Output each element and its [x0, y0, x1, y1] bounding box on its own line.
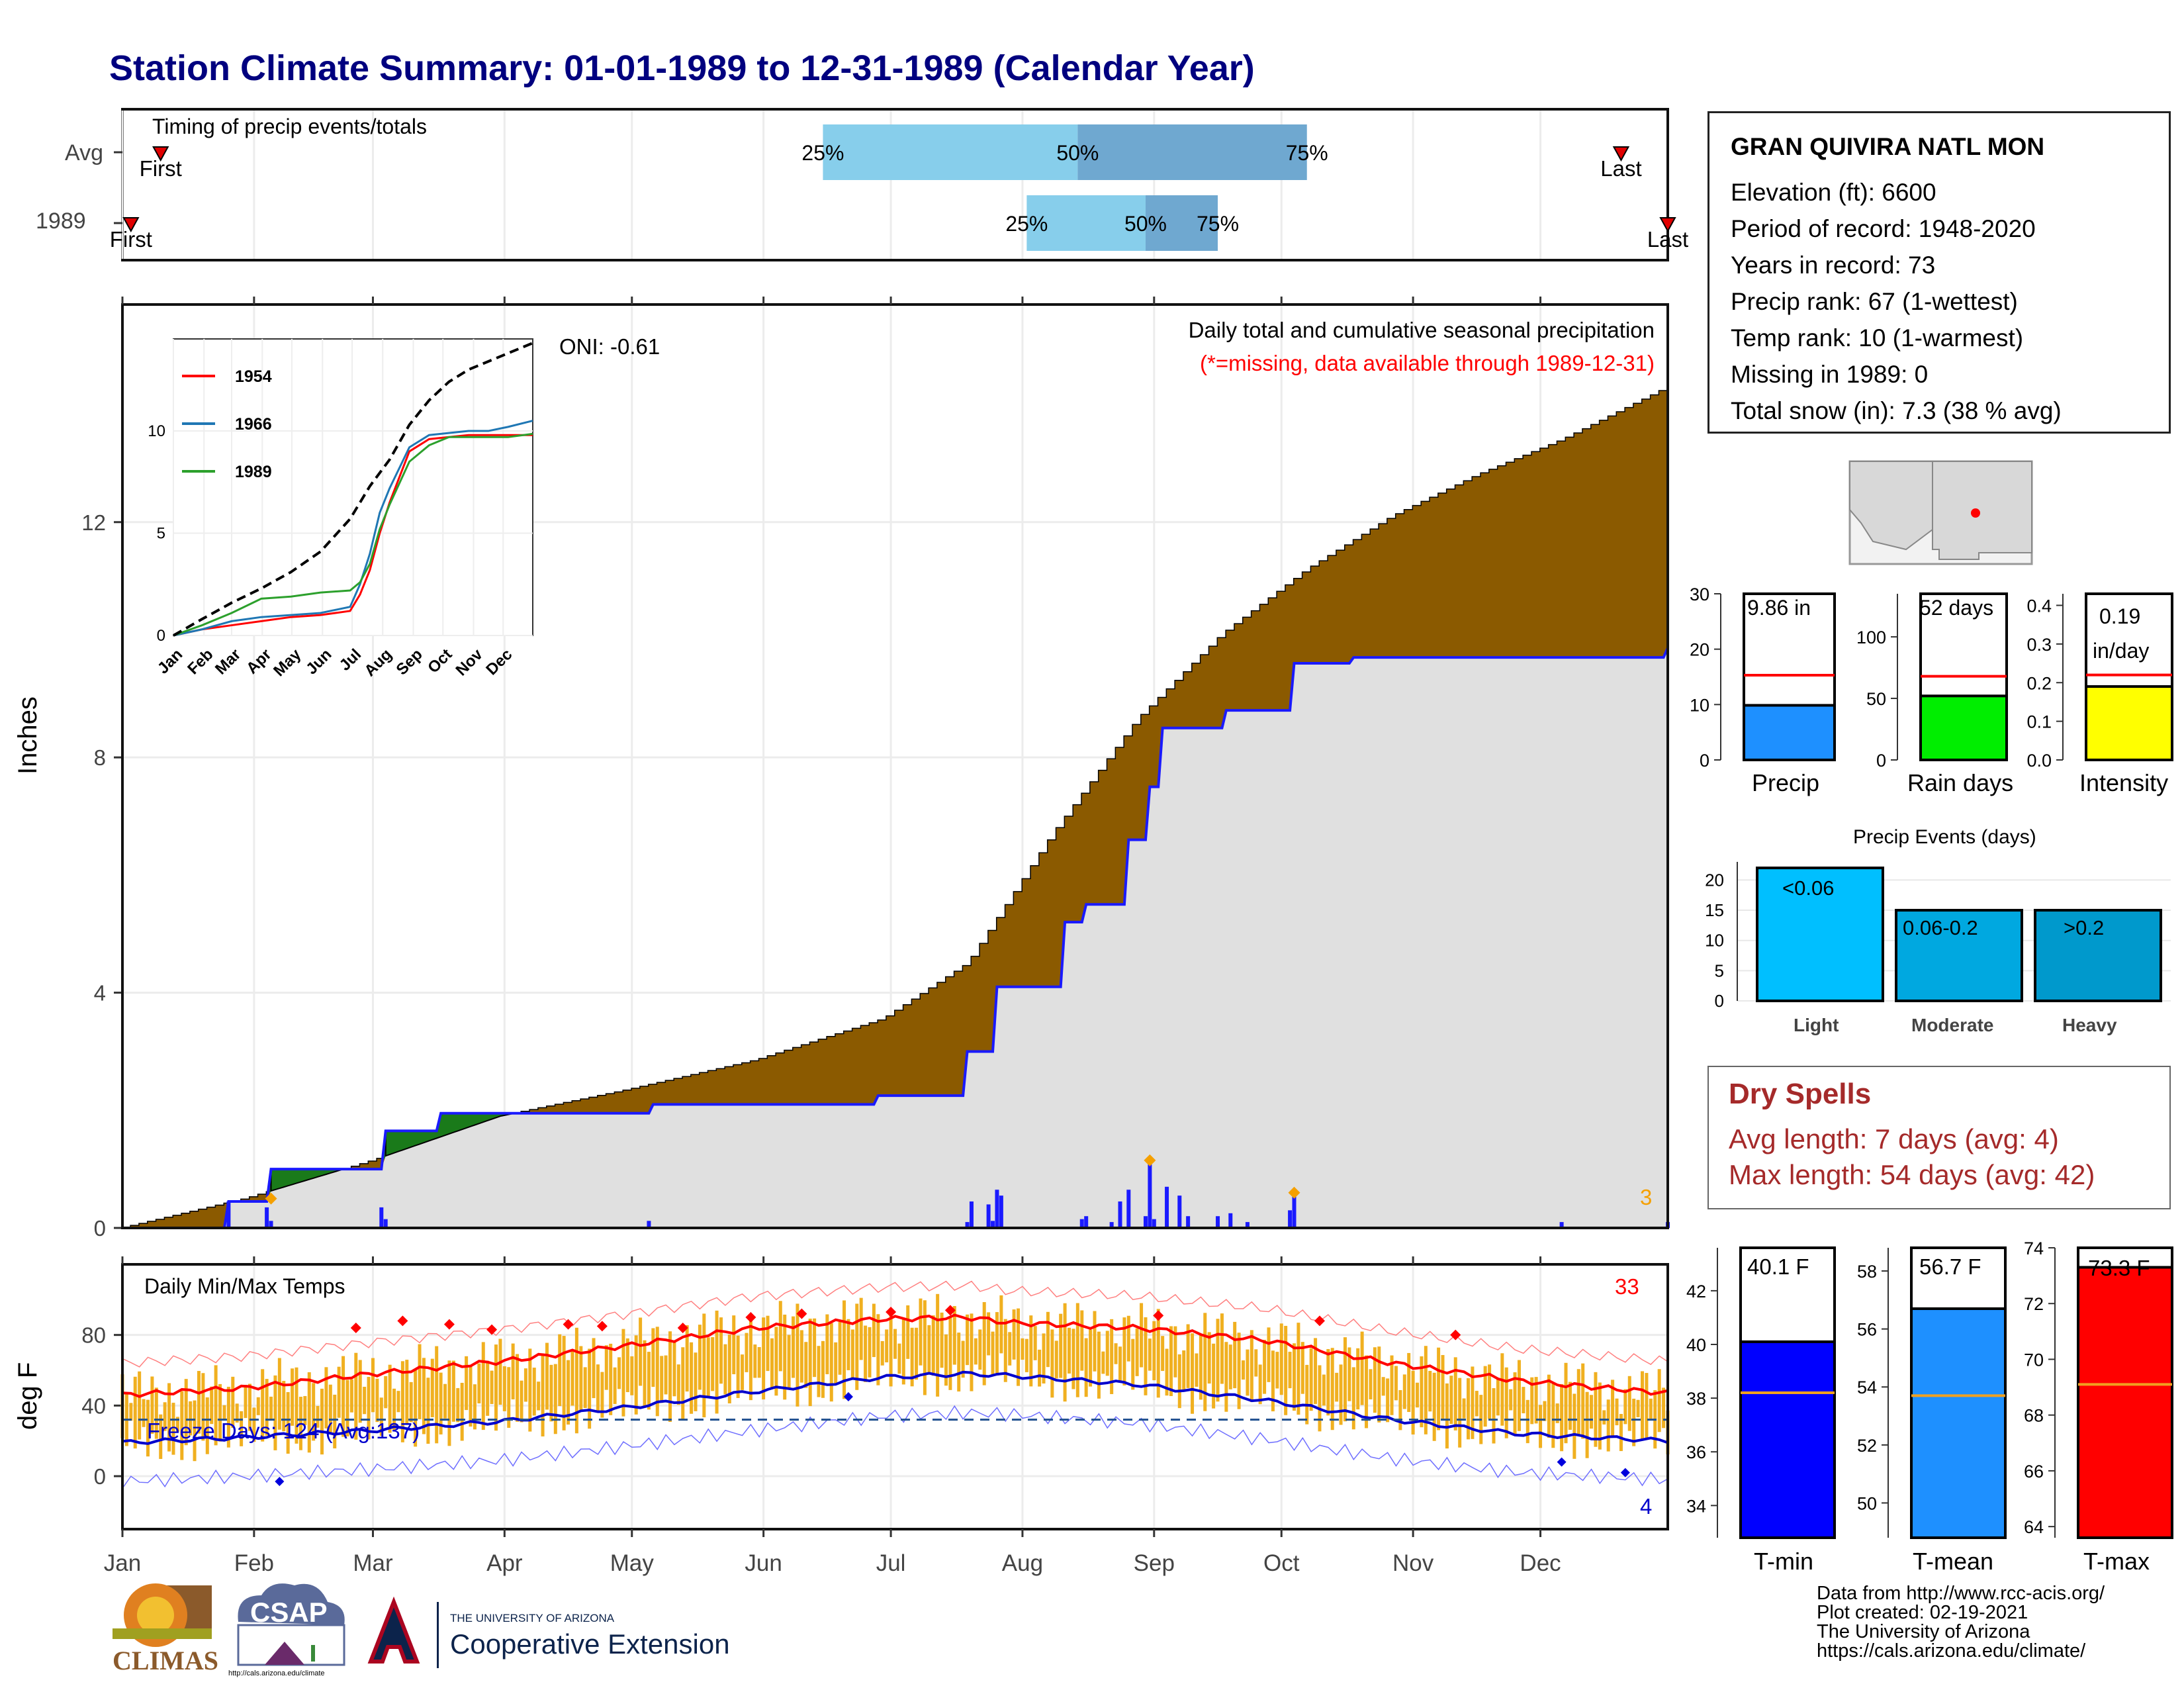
csap-url: http://cals.arizona.edu/climate	[228, 1669, 325, 1677]
page-title: Station Climate Summary: 01-01-1989 to 1…	[109, 48, 1255, 88]
dry-spells-max: Max length: 54 days (avg: 42)	[1729, 1159, 2095, 1190]
timing-row-avg-label: Avg	[65, 140, 103, 165]
timing-label: Timing of precip events/totals	[152, 115, 427, 138]
dry-spells-avg: Avg length: 7 days (avg: 4)	[1729, 1123, 2059, 1154]
tmean-label: T-mean	[1913, 1548, 1994, 1575]
dry-spells-title: Dry Spells	[1729, 1078, 1872, 1110]
station-line: Precip rank: 67 (1-wettest)	[1731, 288, 2018, 315]
month-label: Sep	[1133, 1550, 1175, 1576]
station-name: GRAN QUIVIRA NATL MON	[1731, 133, 2045, 160]
month-label: Mar	[353, 1550, 393, 1576]
raindays-bar-value: 52 days	[1919, 596, 1994, 620]
ua-logo	[361, 1596, 439, 1668]
month-label: Dec	[1520, 1550, 1561, 1576]
precip-annotation-title: Daily total and cumulative seasonal prec…	[1188, 318, 1655, 342]
ua-top-text: THE UNIVERSITY OF ARIZONA	[450, 1612, 615, 1624]
event-bar-text: <0.06	[1782, 876, 1835, 900]
footer-line: The University of Arizona	[1817, 1621, 2030, 1642]
station-line: Missing in 1989: 0	[1731, 361, 1929, 388]
event-bar-label: Heavy	[2062, 1015, 2117, 1035]
month-label: May	[610, 1550, 654, 1576]
footer-line: Data from http://www.rcc-acis.org/	[1817, 1583, 2105, 1604]
temp-max-count: 33	[1615, 1274, 1639, 1299]
intensity-bar-label: Intensity	[2079, 769, 2169, 796]
freeze-label: Freeze Days: 124 (Avg:137)	[147, 1419, 420, 1443]
month-label: Feb	[234, 1550, 275, 1576]
precip-bar-value: 9.86 in	[1747, 596, 1811, 620]
climas-logo	[113, 1583, 212, 1647]
footer-line: Plot created: 02-19-2021	[1817, 1602, 2028, 1623]
station-line: Period of record: 1948-2020	[1731, 215, 2036, 242]
temp-label: Daily Min/Max Temps	[144, 1274, 345, 1298]
intensity-bar-unit: in/day	[2093, 639, 2150, 663]
event-bar-label: Light	[1794, 1015, 1839, 1035]
month-label: Jan	[103, 1550, 142, 1576]
precip-annotation-missing: (*=missing, data available through 1989-…	[1199, 351, 1655, 375]
precip-bar-label: Precip	[1752, 769, 1820, 796]
station-line: Total snow (in): 7.3 (38 % avg)	[1731, 397, 2062, 424]
event-bar-text: >0.2	[2064, 916, 2105, 939]
tmax-label: T-max	[2083, 1548, 2150, 1575]
station-line: Years in record: 73	[1731, 252, 1936, 279]
station-info-box: GRAN QUIVIRA NATL MON Elevation (ft): 66…	[1707, 111, 2171, 434]
month-label: Oct	[1263, 1550, 1300, 1576]
climas-logo-text: CLIMAS	[113, 1646, 219, 1675]
tmax-value: 73.3 F	[2088, 1256, 2150, 1280]
events-title: Precip Events (days)	[1853, 826, 2036, 848]
station-line: Elevation (ft): 6600	[1731, 179, 1936, 206]
footer-line: https://cals.arizona.edu/climate/	[1817, 1640, 2086, 1662]
oni-label: ONI: -0.61	[559, 334, 660, 359]
csap-logo	[237, 1583, 345, 1666]
footer-credits: Data from http://www.rcc-acis.org/ Plot …	[1817, 1584, 2105, 1661]
month-label: Jul	[876, 1550, 906, 1576]
raindays-bar-label: Rain days	[1907, 769, 2014, 796]
dry-spells-box: Dry Spells Avg length: 7 days (avg: 4) M…	[1707, 1066, 2171, 1209]
intensity-bar-value: 0.19	[2099, 604, 2141, 628]
event-bar-text: 0.06-0.2	[1903, 916, 1978, 939]
month-label: Apr	[486, 1550, 523, 1576]
temp-min-count: 4	[1640, 1494, 1653, 1519]
precip-count-label: 3	[1640, 1185, 1653, 1209]
csap-logo-text: CSAP	[250, 1597, 328, 1628]
event-bar-label: Moderate	[1911, 1015, 1994, 1035]
month-label: Jun	[745, 1550, 782, 1576]
timing-row-year-label: 1989	[36, 209, 86, 234]
month-label: Nov	[1392, 1550, 1434, 1576]
tmin-label: T-min	[1754, 1548, 1813, 1575]
tmin-value: 40.1 F	[1747, 1254, 1809, 1279]
month-label: Aug	[1001, 1550, 1044, 1576]
ua-bottom-text: Cooperative Extension	[450, 1628, 730, 1660]
tmean-value: 56.7 F	[1919, 1254, 1981, 1279]
station-line: Temp rank: 10 (1-warmest)	[1731, 324, 2024, 352]
